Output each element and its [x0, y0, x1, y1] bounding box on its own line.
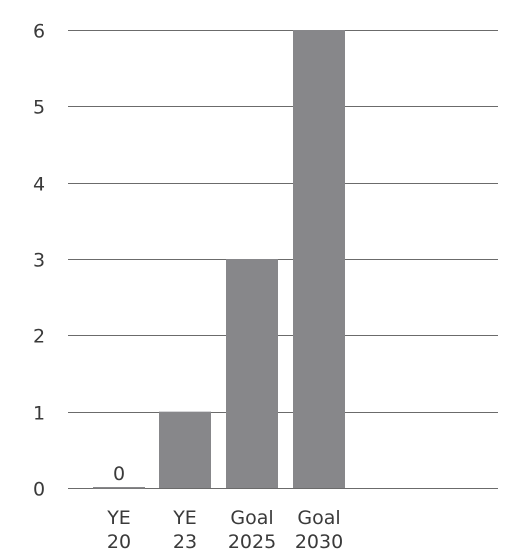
y-tick-label-1: 1 [33, 403, 45, 425]
bars [93, 30, 345, 489]
bar-goal-2030 [293, 30, 345, 488]
data-label-ye-20: 0 [113, 463, 125, 485]
x-tick-label-ye-20: YE 20 [106, 507, 131, 552]
y-tick-label-6: 6 [33, 21, 45, 43]
y-axis-ticks: 0 1 2 3 4 5 6 [33, 21, 45, 501]
x-tick-label-goal-2030: Goal 2030 [295, 507, 343, 552]
y-tick-label-3: 3 [33, 250, 45, 272]
bar-ye-20 [93, 487, 145, 489]
bar-goal-2025 [226, 259, 278, 488]
y-tick-label-5: 5 [33, 97, 45, 119]
data-labels: 0 [113, 463, 125, 485]
bar-ye-23 [159, 411, 211, 488]
y-tick-label-4: 4 [33, 174, 45, 196]
x-axis-ticks: YE 20 YE 23 Goal 2025 Goal 2030 [106, 507, 343, 552]
y-tick-label-0: 0 [33, 479, 45, 501]
y-tick-label-2: 2 [33, 326, 45, 348]
x-tick-label-ye-23: YE 23 [172, 507, 197, 552]
gridlines [68, 30, 498, 489]
x-tick-label-goal-2025: Goal 2025 [228, 507, 276, 552]
